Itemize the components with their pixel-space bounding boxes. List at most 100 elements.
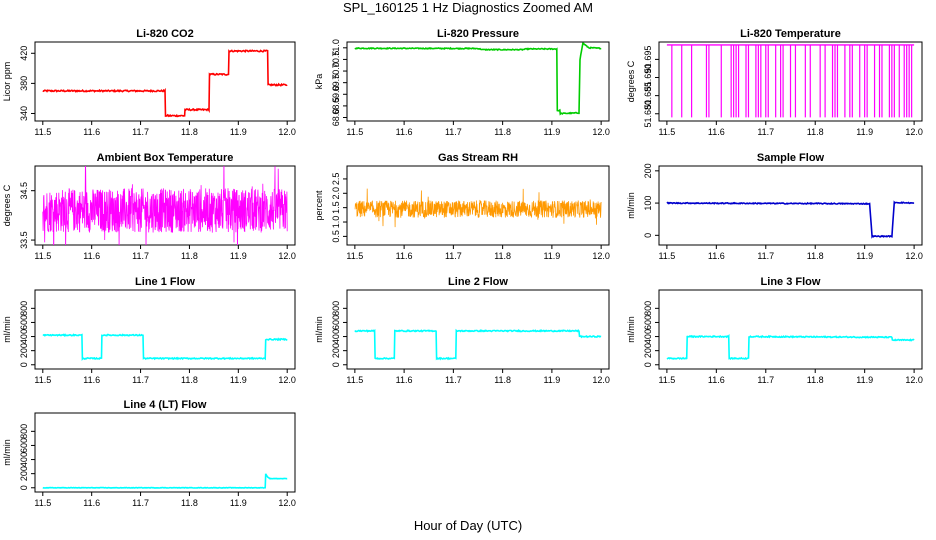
y-tick-label: 600 [19, 315, 29, 330]
panel-line-2-flow: Line 2 Flow ml/min 11.5 11.6 11.7 11.8 11.9 12.… [314, 276, 610, 385]
y-tick-label: 0.5 [331, 230, 341, 243]
x-tick-label: 11.9 [856, 251, 873, 261]
y-tick-label: 340 [19, 106, 29, 121]
x-tick-label: 11.5 [658, 127, 675, 137]
x-tick-label: 11.5 [658, 375, 675, 385]
panel-li-820-temperature-title: Li-820 Temperature [740, 28, 841, 40]
panel-li-820-temperature-data [666, 44, 915, 118]
y-tick-label: 800 [19, 301, 29, 316]
x-tick-label: 11.7 [132, 127, 149, 137]
x-tick-label: 11.7 [132, 498, 149, 508]
x-tick-label: 11.6 [83, 498, 100, 508]
x-tick-label: 12.0 [592, 251, 610, 261]
x-tick-label: 11.5 [34, 127, 51, 137]
x-tick-label: 11.7 [445, 251, 462, 261]
panel-li-820-co2-title: Li-820 CO2 [136, 28, 193, 40]
x-tick-label: 11.8 [181, 127, 198, 137]
x-tick-label: 11.9 [230, 498, 247, 508]
x-tick-label: 11.8 [181, 498, 198, 508]
x-tick-label: 11.7 [132, 251, 149, 261]
y-tick-label: 600 [331, 315, 341, 330]
x-tick-label: 11.9 [856, 127, 873, 137]
y-tick-label: 0 [19, 485, 29, 490]
x-axis-title: Hour of Day (UTC) [413, 518, 523, 533]
y-tick-label: 400 [19, 329, 29, 344]
panel-ambient-box-temperature-data [42, 166, 288, 245]
y-tick-label: 100 [643, 196, 653, 211]
y-tick-label: 70.5 [331, 51, 341, 69]
y-tick-label: 400 [643, 329, 653, 344]
x-tick-label: 11.8 [181, 375, 198, 385]
y-tick-label: 600 [643, 315, 653, 330]
panel-line-4-lt-flow-data [42, 473, 288, 489]
y-tick-label: 51.695 [643, 46, 653, 74]
y-tick-label: 800 [643, 301, 653, 316]
panel-li-820-temperature: Li-820 Temperature degrees C 11.5 11.6 11.7 1… [626, 28, 923, 137]
y-tick-label: 71.0 [331, 39, 341, 57]
y-tick-label: 200 [19, 466, 29, 481]
x-tick-label: 11.6 [708, 251, 725, 261]
y-tick-label: 200 [643, 163, 653, 178]
panel-li-820-co2-data [42, 49, 288, 118]
x-tick-label: 11.5 [34, 375, 51, 385]
panel-li-820-temperature-ylabel: degrees C [626, 60, 636, 102]
page-title: SPL_160125 1 Hz Diagnostics Zoomed AM [342, 0, 594, 15]
y-tick-label: 200 [19, 343, 29, 358]
x-tick-label: 11.8 [807, 127, 824, 137]
panel-li-820-temperature-frame [658, 41, 923, 122]
x-tick-label: 11.9 [856, 375, 873, 385]
panel-li-820-co2-series-line [42, 49, 288, 118]
y-tick-label: 0 [19, 362, 29, 367]
x-tick-label: 12.0 [905, 127, 923, 137]
y-tick-label: 33.5 [19, 231, 29, 249]
panel-sample-flow-title: Sample Flow [757, 152, 825, 164]
panel-sample-flow: Sample Flow ml/min 11.5 11.6 11.7 11.8 11.9 12.… [626, 152, 923, 261]
x-tick-label: 11.6 [83, 375, 100, 385]
panel-sample-flow-frame [658, 165, 923, 246]
panel-ambient-box-temperature: Ambient Box Temperature degrees C 11.5 11.6… [2, 152, 296, 261]
panel-line-1-flow-series-line [42, 333, 288, 361]
panel-gas-stream-rh-frame [346, 165, 610, 246]
y-tick-label: 400 [19, 452, 29, 467]
y-tick-label: 1.0 [331, 216, 341, 229]
panel-gas-stream-rh: Gas Stream RH percent 11.5 11.6 11.7 11.8 11.9… [314, 152, 610, 261]
panel-sample-flow-data [666, 200, 915, 239]
y-tick-label: 420 [19, 46, 29, 61]
x-tick-label: 12.0 [278, 127, 296, 137]
panel-line-3-flow-ylabel: ml/min [626, 316, 636, 343]
panel-gas-stream-rh-series-line [354, 188, 602, 228]
panel-li-820-pressure-frame [346, 41, 610, 122]
x-tick-label: 11.9 [543, 127, 560, 137]
x-tick-label: 12.0 [592, 375, 610, 385]
x-tick-label: 11.8 [807, 375, 824, 385]
x-tick-label: 11.5 [34, 498, 51, 508]
y-tick-label: 51.680 [643, 100, 653, 128]
panel-line-4-lt-flow-frame [34, 412, 296, 493]
panel-line-3-flow-title: Line 3 Flow [761, 276, 821, 288]
panel-line-2-flow-ylabel: ml/min [314, 316, 324, 343]
panel-line-2-flow-data [354, 328, 602, 361]
x-tick-label: 12.0 [278, 498, 296, 508]
x-tick-label: 11.5 [34, 251, 51, 261]
y-tick-label: 800 [19, 424, 29, 439]
panel-line-4-lt-flow-series-line [42, 473, 288, 489]
panel-li-820-co2-ylabel: Licor ppm [2, 62, 12, 102]
x-tick-label: 11.5 [346, 127, 363, 137]
panel-line-4-lt-flow: Line 4 (LT) Flow ml/min 11.5 11.6 11.7 11.8 11… [2, 399, 296, 508]
x-tick-label: 11.5 [658, 251, 675, 261]
panel-ambient-box-temperature-series-line [42, 166, 288, 245]
y-tick-label: 69.5 [331, 74, 341, 92]
panel-line-3-flow-frame [658, 289, 923, 370]
y-tick-label: 400 [331, 329, 341, 344]
x-tick-label: 11.9 [543, 251, 560, 261]
x-tick-label: 11.6 [708, 375, 725, 385]
panel-line-3-flow: Line 3 Flow ml/min 11.5 11.6 11.7 11.8 11.9 12.… [626, 276, 923, 385]
x-tick-label: 11.6 [83, 251, 100, 261]
x-tick-label: 11.9 [230, 127, 247, 137]
panel-line-4-lt-flow-ylabel: ml/min [2, 439, 12, 466]
x-tick-label: 11.8 [494, 251, 511, 261]
y-tick-label: 600 [19, 438, 29, 453]
x-tick-label: 11.9 [543, 375, 560, 385]
panel-line-1-flow-ylabel: ml/min [2, 316, 12, 343]
y-tick-label: 2.0 [331, 187, 341, 200]
